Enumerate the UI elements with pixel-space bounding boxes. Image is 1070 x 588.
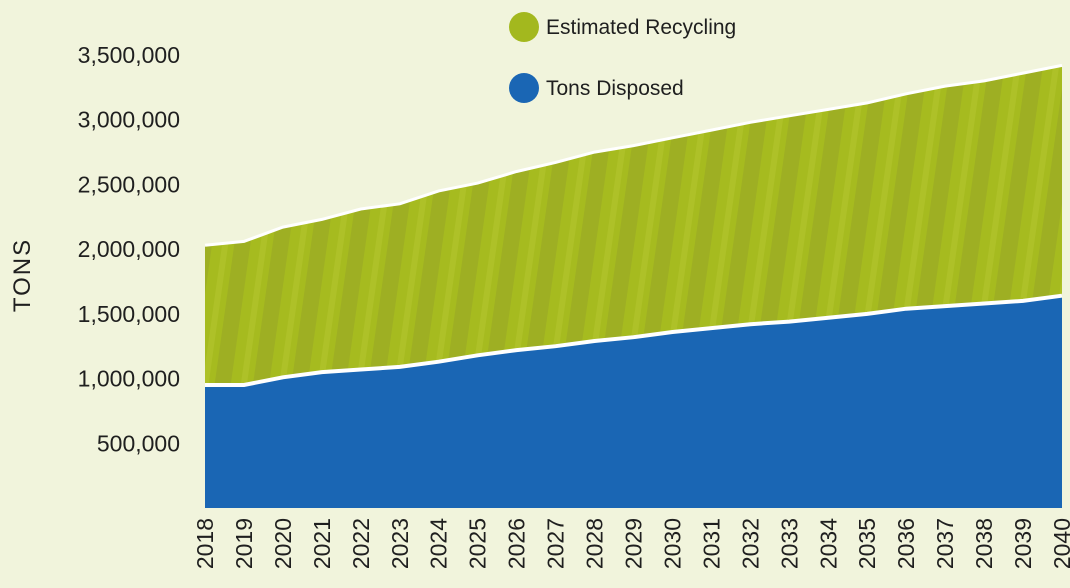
x-tick-label: 2040	[1049, 518, 1070, 569]
x-tick-label: 2022	[348, 518, 374, 569]
x-tick-label: 2026	[504, 518, 530, 569]
x-tick-label: 2020	[270, 518, 296, 569]
x-tick-label: 2032	[737, 518, 763, 569]
series-line-tons-disposed	[205, 293, 1063, 387]
x-tick-label: 2037	[932, 518, 958, 569]
series-area-estimated-recycling	[205, 65, 1062, 386]
x-tick-label: 2039	[1010, 518, 1036, 569]
legend: Estimated Recycling Tons Disposed	[509, 12, 736, 103]
x-tick-label: 2034	[815, 518, 841, 569]
series-line-total	[204, 63, 1063, 247]
plot-areas	[204, 63, 1063, 508]
y-tick-label: 3,500,000	[78, 42, 180, 68]
y-tick-label: 1,500,000	[78, 301, 180, 327]
x-tick-label: 2028	[582, 518, 608, 569]
x-tick-label: 2025	[465, 518, 491, 569]
x-tick-labels: 2018 2019 2020 2021 2022 2023 2024 2025 2026 2027…	[192, 518, 1070, 569]
y-tick-label: 2,500,000	[78, 171, 180, 197]
x-tick-label: 2030	[659, 518, 685, 569]
x-tick-label: 2024	[426, 518, 452, 569]
x-tick-label: 2019	[231, 518, 257, 569]
legend-label: Tons Disposed	[546, 77, 684, 100]
y-axis-title: TONS	[9, 238, 36, 312]
x-tick-label: 2038	[971, 518, 997, 569]
x-tick-label: 2029	[621, 518, 647, 569]
x-tick-label: 2031	[698, 518, 724, 569]
y-tick-label: 500,000	[97, 430, 180, 456]
x-tick-label: 2033	[776, 518, 802, 569]
y-tick-label: 1,000,000	[78, 366, 180, 392]
series-area-tons-disposed	[205, 295, 1062, 508]
x-tick-label: 2027	[543, 518, 569, 569]
x-tick-label: 2021	[309, 518, 335, 569]
x-tick-label: 2018	[192, 518, 218, 569]
x-tick-label: 2023	[387, 518, 413, 569]
x-tick-label: 2035	[854, 518, 880, 569]
y-tick-label: 3,000,000	[78, 107, 180, 133]
y-tick-labels: 500,000 1,000,000 1,500,000 2,000,000 2,500,…	[78, 42, 180, 456]
legend-swatch	[509, 12, 539, 42]
legend-swatch	[509, 73, 539, 103]
x-tick-label: 2036	[893, 518, 919, 569]
y-tick-label: 2,000,000	[78, 236, 180, 262]
legend-label: Estimated Recycling	[546, 16, 736, 39]
